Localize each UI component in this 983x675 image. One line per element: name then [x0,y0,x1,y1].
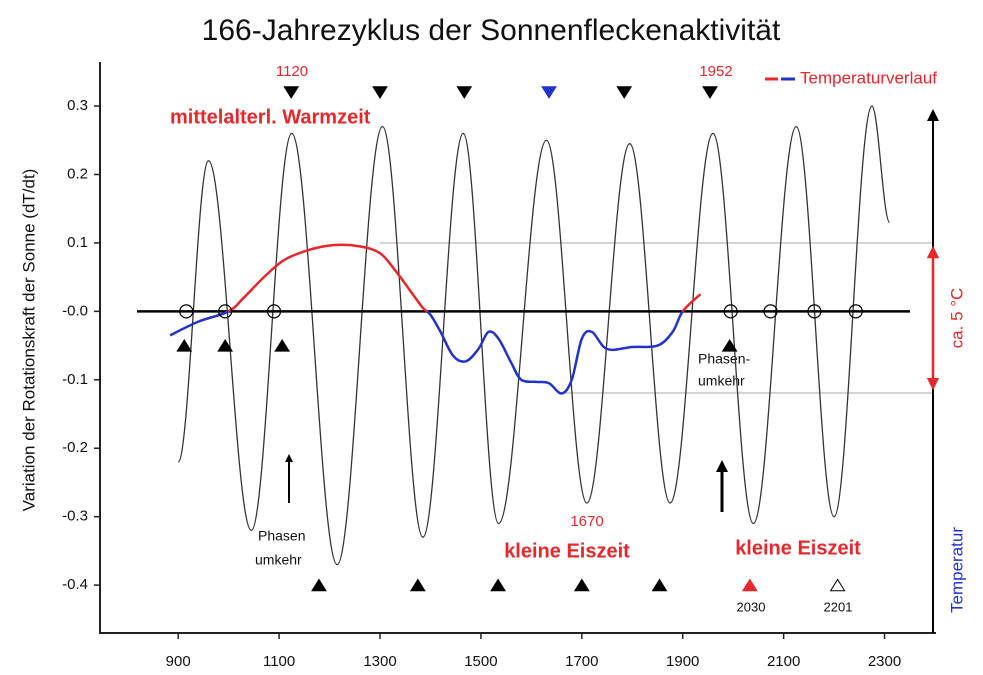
annotation: kleine Eiszeit [504,540,630,562]
y-axis-label: Variation der Rotationskraft der Sonne (… [19,169,38,512]
triangle-marker [702,86,718,99]
x-tick-label: 2100 [767,653,800,670]
crossing-marker [218,304,233,319]
annotation: umkehr [255,552,302,568]
annotation: Phasen [258,528,305,544]
crossing-marker [179,304,194,319]
crossing-marker [763,304,778,319]
y-tick-label: -0.0 [62,302,88,319]
oscillation-line [177,105,891,566]
triangle-marker [541,86,557,99]
triangle-marker [721,339,738,352]
crossing-marker [723,304,738,319]
annotation: kleine Eiszeit [735,537,861,559]
y-tick-label: 0.1 [67,234,88,251]
triangle-marker [573,578,590,592]
annotation: 2030 [737,599,766,614]
y-tick-label: -0.2 [62,439,88,456]
x-tick-label: 1500 [464,653,497,670]
annotation: ca. 5 °C [947,288,966,349]
y-tick-label: 0.3 [67,97,88,114]
triangle-marker [311,578,327,592]
triangle-marker [616,86,633,99]
crossing-marker [848,304,863,319]
x-tick-label: 1700 [565,653,598,670]
annotation: 1670 [570,513,603,530]
x-tick-label: 2300 [868,653,901,670]
y-tick-label: -0.4 [62,576,88,593]
triangle-marker [283,86,300,99]
triangle-marker [274,339,291,352]
triangle-marker [372,86,388,99]
triangle-marker [829,578,846,592]
triangle-marker [217,339,234,352]
annotation: Temperatur [947,527,966,613]
annotation: 2201 [824,599,853,614]
triangle-marker [651,578,668,592]
x-tick-label: 1300 [363,653,396,670]
x-tick-label: 1900 [666,653,699,670]
y-tick-label: -0.1 [62,371,88,388]
legend-label: Temperaturverlauf [800,68,937,87]
triangle-marker [456,86,473,99]
annotation: 1952 [699,63,732,80]
x-tick-label: 900 [166,653,191,670]
annotation: 1120 [276,63,308,80]
triangle-marker [409,578,426,592]
y-tick-label: -0.3 [62,508,88,525]
annotation: umkehr [698,373,745,389]
chart-title: 166-Jahrezyklus der Sonnenfleckenaktivit… [202,14,781,47]
annotation: Phasen- [698,351,750,367]
annotation: mittelalterl. Warmzeit [170,106,371,128]
triangle-marker [176,339,193,352]
x-tick-label: 1100 [263,653,295,670]
crossing-marker [807,304,822,319]
triangle-marker [741,578,758,592]
temperature-line [169,243,702,395]
crossing-marker [266,304,282,319]
y-tick-label: 0.2 [67,165,88,182]
triangle-marker [490,578,506,592]
